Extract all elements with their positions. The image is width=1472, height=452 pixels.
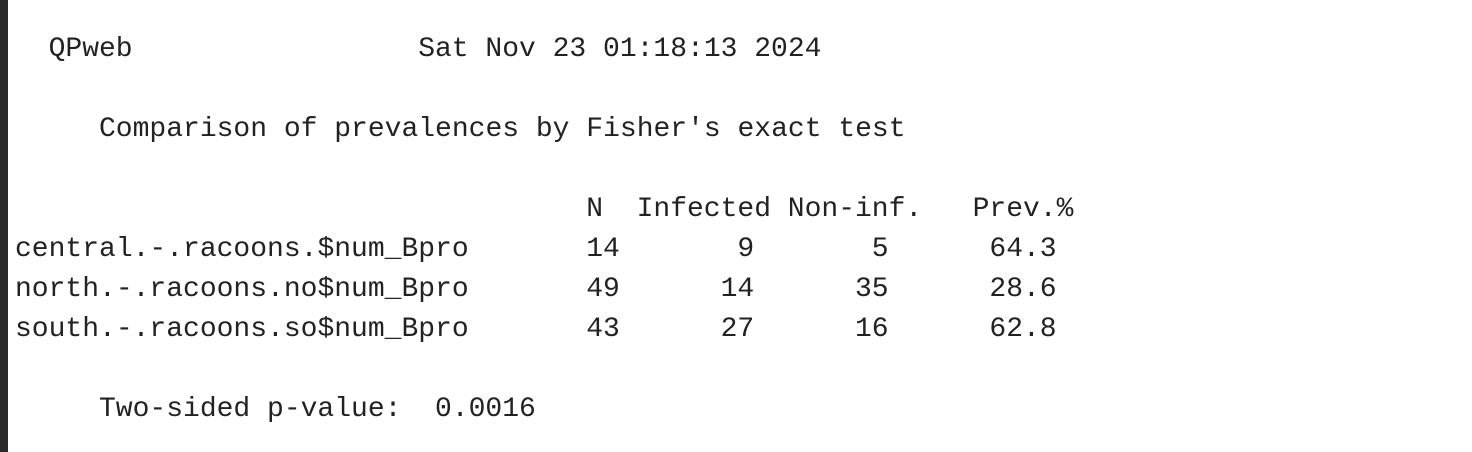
column-header: Infected <box>636 194 772 225</box>
cell: 43 <box>586 314 620 345</box>
cell: 5 <box>871 234 889 265</box>
column-header: N <box>586 194 603 225</box>
row-label: central.-.racoons.$num_Bpro <box>15 234 469 265</box>
cell: 14 <box>720 274 755 305</box>
cell: 62.8 <box>989 314 1057 345</box>
row-label: south.-.racoons.so$num_Bpro <box>15 314 469 345</box>
left-border <box>0 0 8 452</box>
cell: 16 <box>855 314 889 345</box>
cell: 27 <box>720 314 755 345</box>
p-value: 0.0016 <box>435 394 536 425</box>
row-label: north.-.racoons.no$num_Bpro <box>15 274 469 305</box>
cell: 9 <box>737 234 755 265</box>
app-name: QPweb <box>48 34 133 65</box>
column-header: Non-inf. <box>787 194 923 225</box>
column-header: Prev.% <box>972 194 1074 225</box>
timestamp: Sat Nov 23 01:18:13 2024 <box>418 34 822 65</box>
cell: 49 <box>586 274 620 305</box>
title: Comparison of prevalences by Fisher's ex… <box>99 114 906 145</box>
cell: 28.6 <box>989 274 1057 305</box>
cell: 64.3 <box>989 234 1057 265</box>
p-value-label: Two-sided p-value: <box>99 394 402 425</box>
cell: 14 <box>586 234 620 265</box>
cell: 35 <box>855 274 889 305</box>
